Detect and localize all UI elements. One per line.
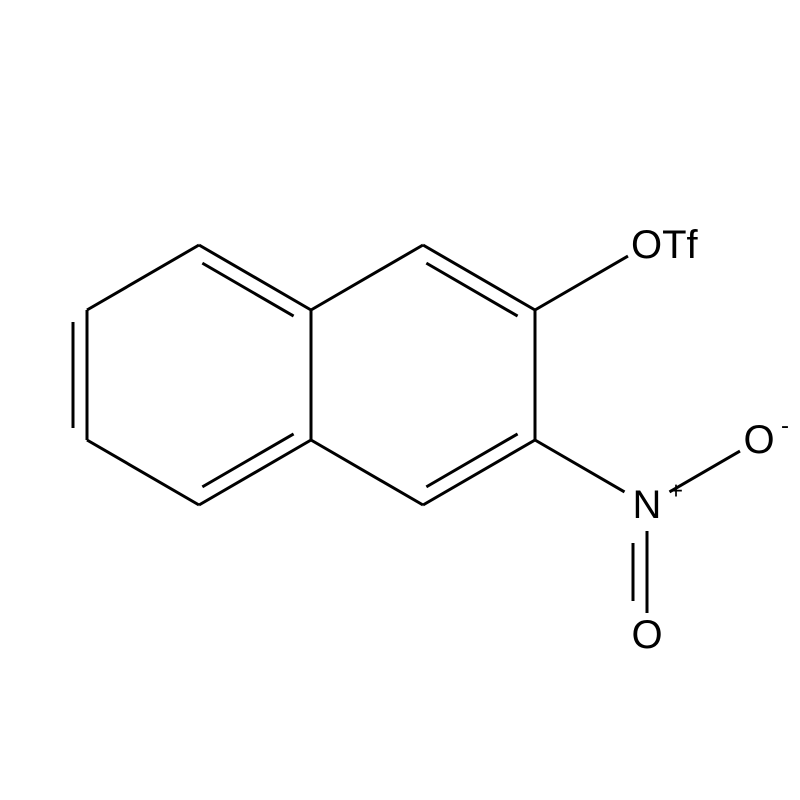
bonds-group xyxy=(73,245,740,613)
atom-label-nplus: N xyxy=(633,483,662,527)
atom-label-odbl: O xyxy=(631,613,662,657)
charge-label-nplus: + xyxy=(669,478,683,505)
atom-label-ominus: O xyxy=(743,418,774,462)
charge-label-ominus: - xyxy=(781,413,789,440)
atom-label-otf: OTf xyxy=(631,223,699,267)
labels-group: N+O-OOTf xyxy=(631,223,789,657)
molecule-diagram: N+O-OOTf xyxy=(0,0,800,800)
